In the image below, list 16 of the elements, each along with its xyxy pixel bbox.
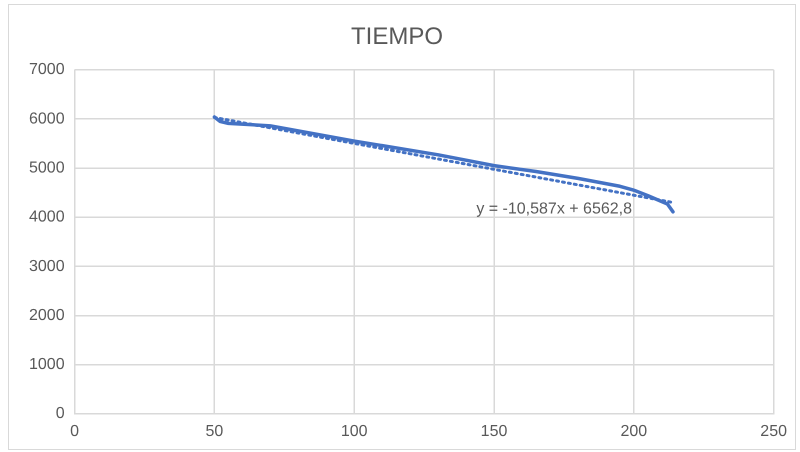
- y-tick-label: 3000: [29, 258, 65, 275]
- x-tick-label: 200: [620, 422, 648, 440]
- x-tick-label: 0: [70, 422, 80, 440]
- y-tick-label: 4000: [29, 208, 65, 226]
- y-tick-label: 2000: [29, 306, 65, 324]
- annotation: y = -10,587x + 6562,8: [476, 200, 632, 218]
- y-tick-label: 0: [56, 405, 65, 422]
- y-tick-label: 7000: [29, 61, 65, 78]
- x-tick-label: 150: [480, 422, 508, 440]
- y-tick-label: 6000: [29, 110, 65, 128]
- y-tick-label: 5000: [29, 159, 65, 176]
- x-tick-label: 50: [206, 422, 224, 440]
- y-tick-label: 1000: [29, 356, 65, 374]
- x-tick-label: 250: [760, 422, 788, 440]
- chart-title: TIEMPO: [350, 23, 444, 50]
- x-tick-label: 100: [340, 422, 368, 440]
